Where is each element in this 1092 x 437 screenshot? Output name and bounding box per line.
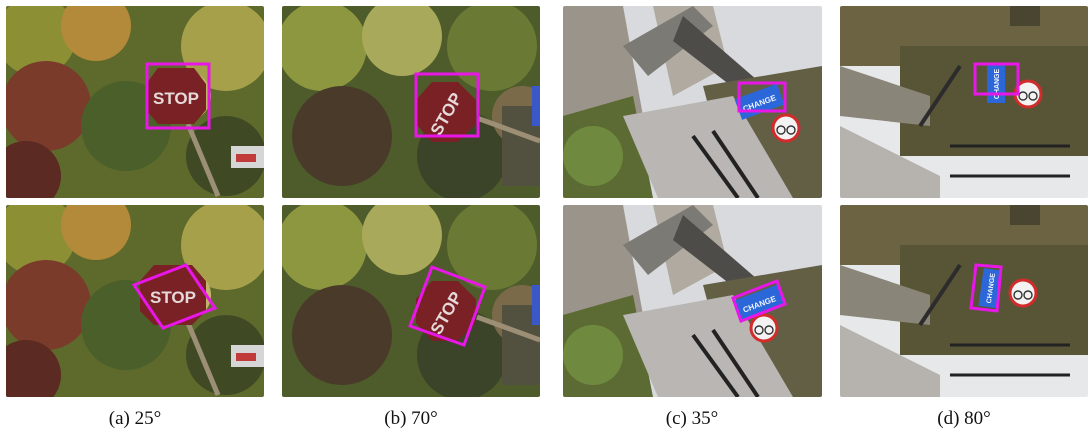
caption-d-angle: 80° (964, 408, 991, 429)
caption-c-label: (c) (665, 408, 687, 429)
panel-c-rotated-detection: CHANGE (563, 205, 822, 397)
stop-sign-text: STOP (150, 288, 196, 307)
caption-a-label: (a) (108, 408, 130, 429)
panel-d-axis-aligned-detection: CHANGE (840, 6, 1088, 198)
panel-c-axis-aligned-detection: CHANGE (563, 6, 822, 198)
bounding-box (973, 62, 1020, 96)
bounding-box (414, 72, 480, 138)
bounding-box (731, 279, 787, 323)
panel-d-rotated-detection: CHANGE (840, 205, 1088, 397)
change-sign-text: CHANGE (994, 69, 1001, 100)
caption-a-angle: 25° (134, 408, 162, 429)
caption-b-angle: 70° (411, 408, 438, 429)
caption-b: (b) 70° (384, 408, 438, 430)
change-sign-text: CHANGE (986, 273, 997, 304)
caption-b-label: (b) (384, 408, 407, 429)
caption-a: (a) 25° (109, 408, 161, 430)
bounding-box (737, 81, 787, 113)
caption-c: (c) 35° (666, 408, 718, 430)
bounding-box (131, 263, 218, 330)
stop-sign-text: STOP (153, 89, 199, 108)
bounding-box (408, 265, 487, 347)
bounding-box (145, 62, 211, 130)
caption-d-label: (d) (937, 408, 960, 429)
panel-b-axis-aligned-detection: STOP (282, 6, 540, 198)
caption-d: (d) 80° (937, 408, 991, 430)
panel-a-rotated-detection: STOP (6, 205, 264, 397)
panel-b-rotated-detection: STOP (282, 205, 540, 397)
bounding-box (969, 263, 1003, 313)
caption-c-angle: 35° (691, 408, 719, 429)
panel-a-axis-aligned-detection: STOP (6, 6, 264, 198)
